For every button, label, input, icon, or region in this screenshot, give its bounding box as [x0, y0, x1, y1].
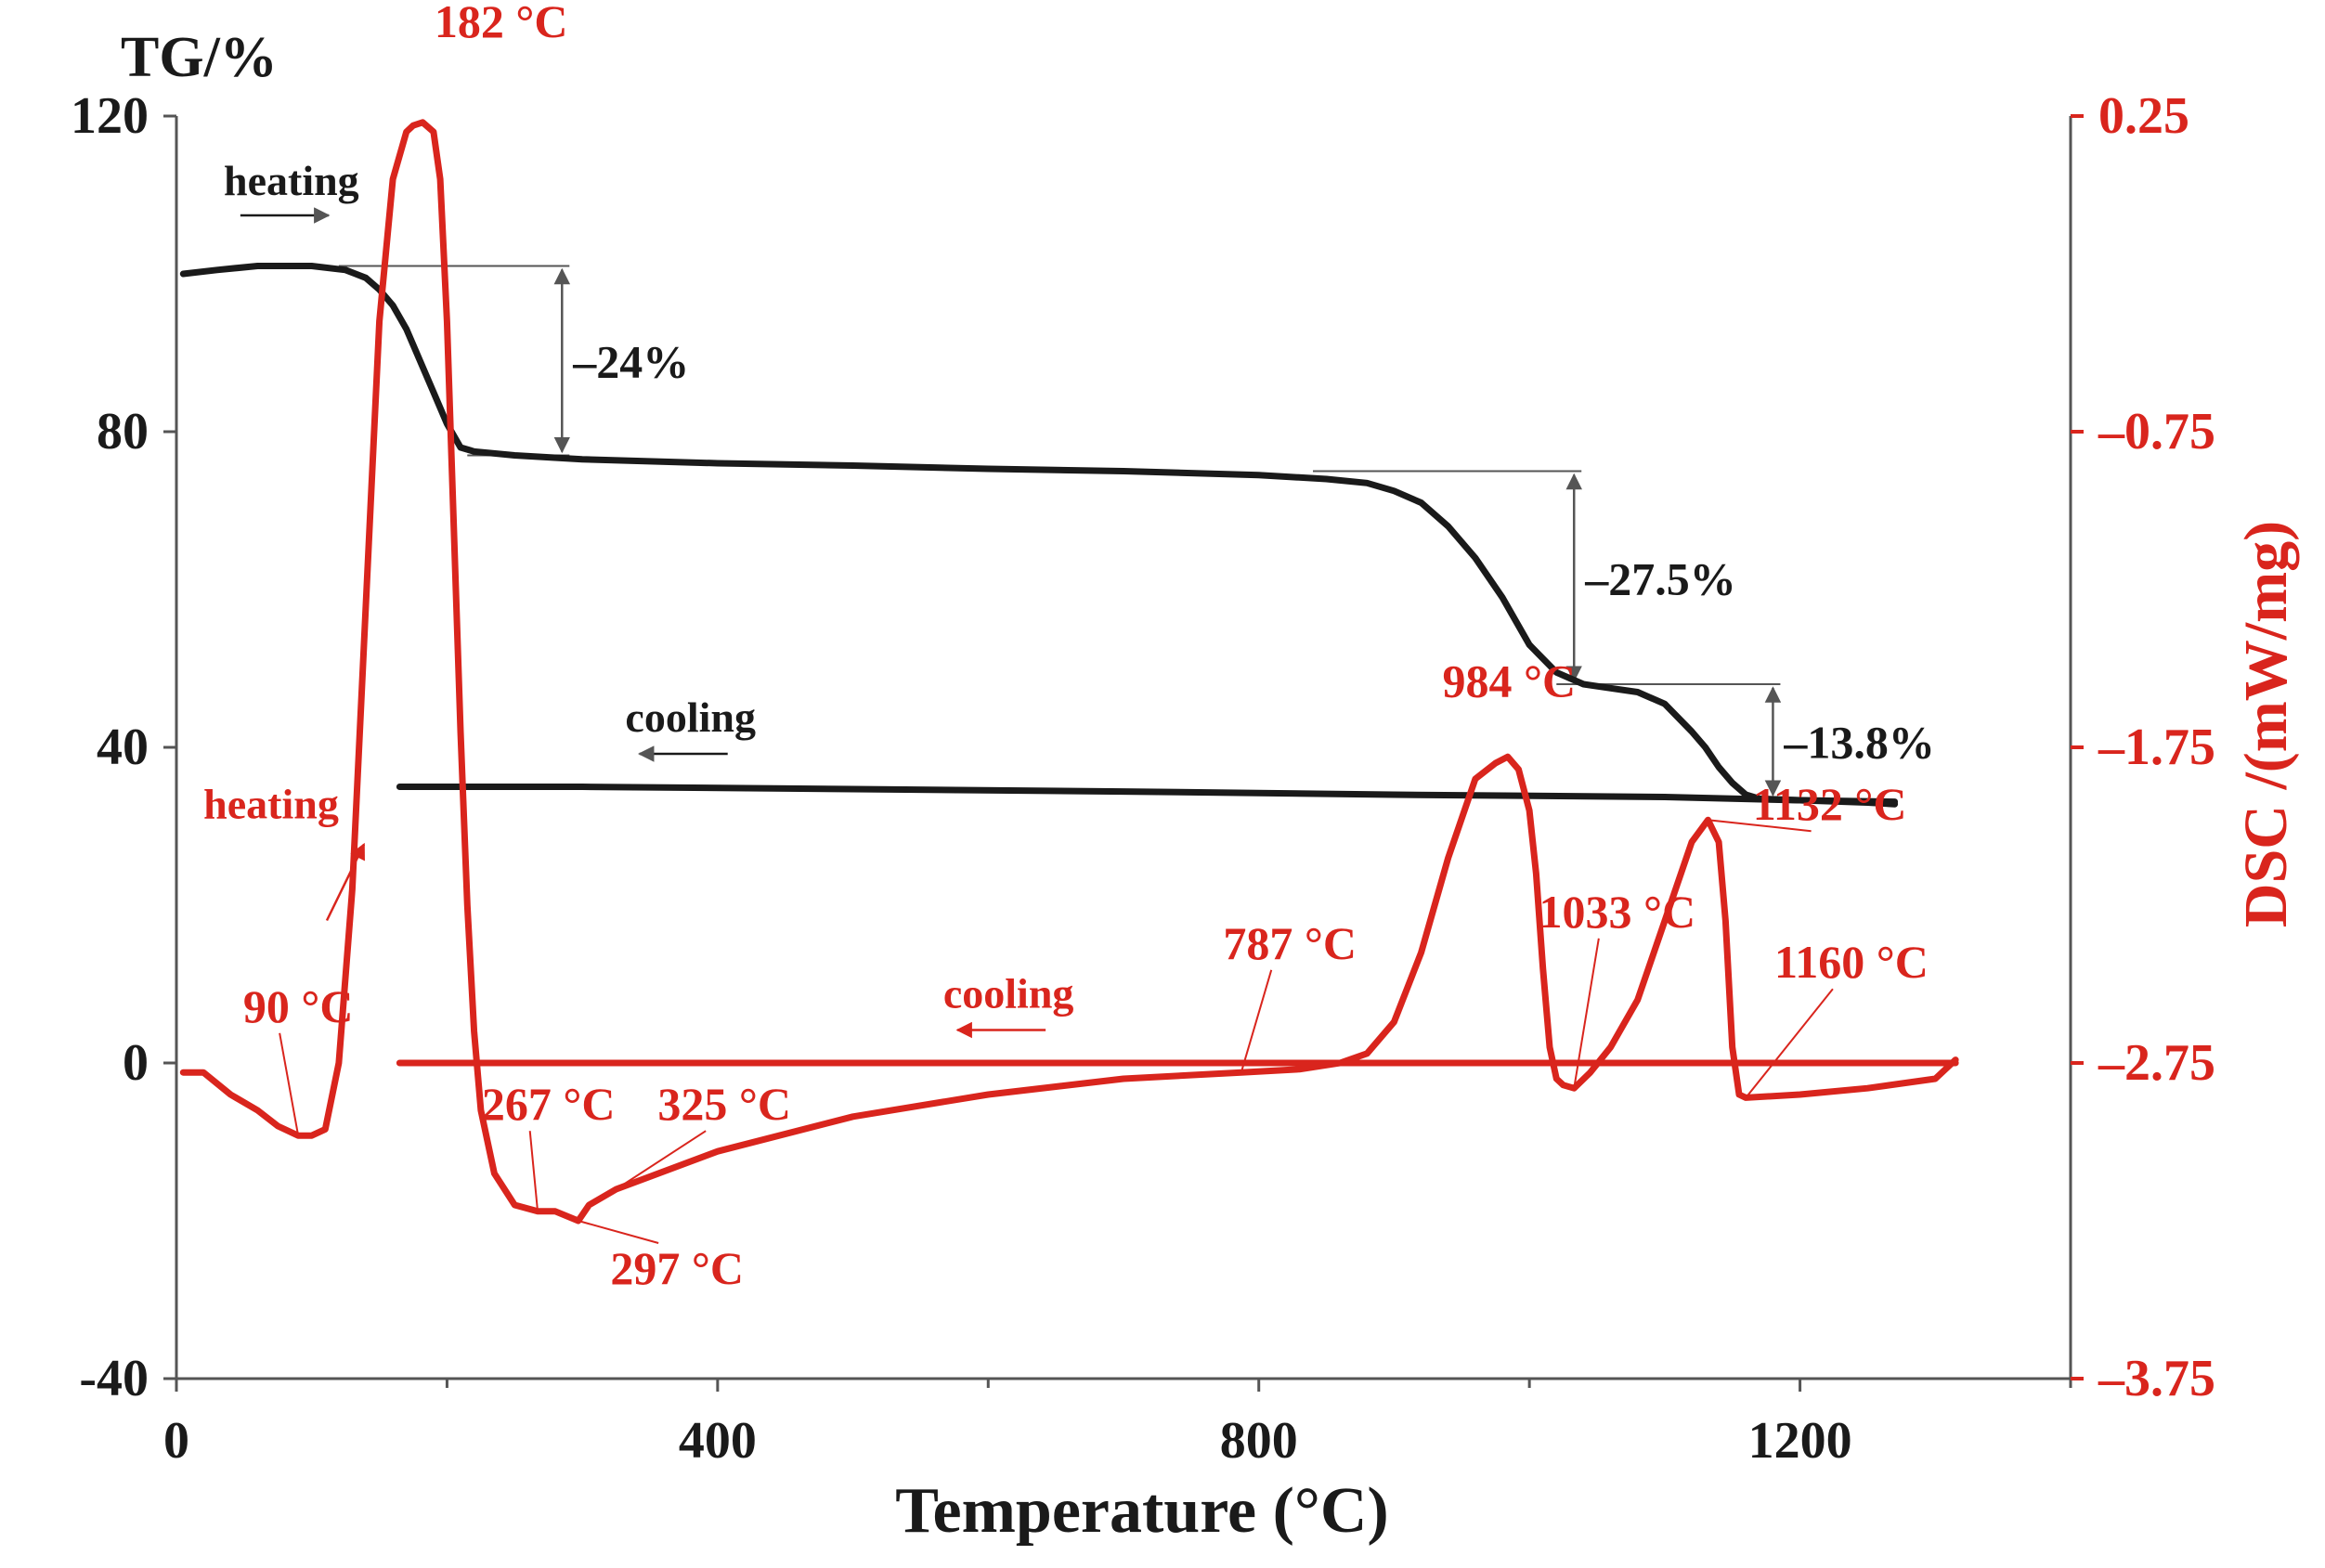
direction-label: heating [203, 781, 339, 828]
x-axis-title: Temperature (°C) [895, 1475, 1389, 1547]
peak-label: 297 °C [610, 1242, 744, 1294]
series-dsc-heating [179, 119, 1959, 1225]
peak-leader-line [616, 1130, 707, 1190]
peak-label: 90 °C [243, 980, 354, 1032]
direction-label: cooling [625, 693, 756, 741]
y-left-tick-label: 40 [97, 719, 149, 776]
y-right-axis-title: DSC /(mW/mg) [2232, 521, 2300, 927]
x-tick-label: 0 [163, 1412, 189, 1470]
peak-label: 267 °C [482, 1078, 616, 1130]
tick-labels: 0 400 800 120012080400-400.25–0.75–1.75–2.7… [71, 87, 2215, 1470]
y-left-axis-title: TG/% [121, 26, 278, 89]
y-right-tick-label: –3.75 [2098, 1350, 2215, 1407]
data-series [179, 119, 1959, 1225]
direction-label: heating [224, 157, 359, 204]
y-right-tick-label: –1.75 [2098, 719, 2215, 776]
y-left-tick-label: -40 [79, 1350, 149, 1407]
peak-leader-line [578, 1220, 659, 1244]
axis-titles: TG/% Temperature (°C) DSC /(mW/mg) [121, 26, 2300, 1547]
y-right-tick-label: –2.75 [2098, 1034, 2215, 1092]
peak-label: 1132 °C [1753, 778, 1907, 830]
peak-label: 984 °C [1442, 655, 1576, 707]
x-tick-label: 400 [679, 1412, 757, 1470]
peak-leader-line [1573, 938, 1600, 1089]
peak-leader-line [528, 1131, 539, 1212]
y-right-tick-label: 0.25 [2098, 87, 2189, 145]
axes [163, 114, 2084, 1392]
direction-arrow [325, 842, 366, 922]
mass-loss-label: –27.5% [1584, 552, 1736, 604]
peak-leader-line [1240, 969, 1273, 1073]
peak-label: 182 °C [435, 0, 568, 47]
y-left-tick-label: 80 [97, 403, 149, 460]
peak-label: 325 °C [657, 1078, 791, 1130]
series-tg-cooling [396, 784, 1899, 806]
annotation-labels: –24% –27.5% –13.8% 182 °C 90 °C 267 °C 325 °C 2… [203, 0, 1935, 1294]
mass-loss-guides [338, 265, 1782, 800]
mass-loss-label: –13.8% [1783, 717, 1935, 769]
peak-leader-line [279, 1032, 300, 1136]
peak-leader-line [1745, 988, 1834, 1099]
peak-label: 1160 °C [1774, 936, 1929, 988]
x-tick-label: 800 [1220, 1412, 1298, 1470]
peak-label: 1033 °C [1539, 886, 1696, 938]
y-left-tick-label: 0 [123, 1034, 149, 1092]
series-tg-heating [179, 263, 1899, 808]
mass-loss-label: –24% [572, 336, 689, 388]
x-tick-label: 1200 [1748, 1412, 1852, 1470]
y-right-tick-label: –0.75 [2098, 403, 2215, 460]
y-left-tick-label: 120 [71, 87, 149, 145]
peak-leader-line [1708, 819, 1812, 833]
direction-label: cooling [943, 970, 1074, 1017]
peak-label: 787 °C [1223, 917, 1357, 969]
